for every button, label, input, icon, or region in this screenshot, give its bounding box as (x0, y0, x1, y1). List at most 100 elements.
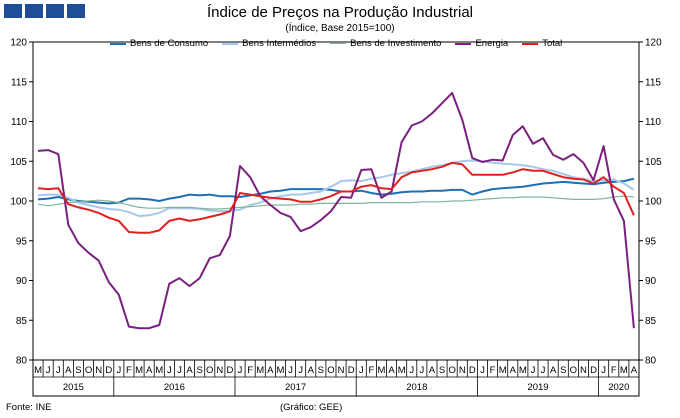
month-label: N (95, 365, 102, 376)
year-label: 2020 (608, 382, 629, 393)
y-tick-label-right: 105 (645, 157, 662, 168)
month-label: S (318, 365, 324, 376)
y-tick-label-left: 110 (11, 117, 27, 128)
y-tick-label-right: 85 (645, 316, 657, 327)
month-label: F (368, 365, 374, 376)
month-label: J (167, 365, 172, 376)
month-label: N (580, 365, 587, 376)
month-label: D (590, 365, 597, 376)
month-label: A (510, 365, 517, 376)
month-label: D (105, 365, 112, 376)
month-label: J (409, 365, 414, 376)
month-label: J (298, 365, 303, 376)
legend-swatch (330, 43, 347, 44)
month-label: N (338, 365, 345, 376)
month-label: A (631, 365, 638, 376)
y-tick-label-left: 80 (16, 356, 28, 367)
month-label: M (256, 365, 264, 376)
month-label: M (398, 365, 406, 376)
month-label: J (531, 365, 536, 376)
y-tick-label-left: 90 (16, 276, 28, 287)
y-tick-label-left: 100 (10, 197, 27, 208)
month-label: A (186, 365, 193, 376)
legend-swatch (522, 42, 539, 45)
month-label: S (439, 365, 445, 376)
legend-entry: Energia (455, 38, 508, 49)
month-label: A (388, 365, 395, 376)
ine-logo (4, 4, 85, 18)
month-label: M (377, 365, 385, 376)
month-label: O (85, 365, 92, 376)
y-tick-label-right: 95 (645, 236, 657, 247)
y-tick-label-left: 95 (16, 236, 28, 247)
y-tick-label-right: 90 (645, 276, 657, 287)
month-label: M (519, 365, 527, 376)
month-label: S (196, 365, 202, 376)
month-label: S (75, 365, 81, 376)
series-line-energia (37, 91, 635, 330)
series-line-bens-intermedios (37, 159, 635, 218)
y-tick-label-left: 105 (10, 157, 27, 168)
legend-label: Bens de Consumo (130, 38, 209, 49)
month-label: D (348, 365, 355, 376)
graph-credit: (Gráfico: GEE) (280, 402, 343, 413)
y-tick-label-right: 115 (645, 77, 661, 88)
month-label: O (448, 365, 455, 376)
year-label: 2019 (527, 382, 548, 393)
year-label: 2017 (285, 382, 306, 393)
series-line-total (37, 161, 635, 234)
month-label: F (611, 365, 617, 376)
month-label: J (46, 365, 51, 376)
month-label: A (308, 365, 315, 376)
month-label: A (267, 365, 274, 376)
month-label: J (116, 365, 121, 376)
y-tick-label-left: 115 (11, 77, 27, 88)
month-label: M (155, 365, 163, 376)
month-label: M (34, 365, 42, 376)
year-label: 2015 (63, 382, 84, 393)
y-tick-label-right: 120 (645, 38, 662, 49)
legend-label: Total (542, 38, 563, 49)
legend-entry: Bens de Investimento (330, 38, 441, 49)
month-label: A (550, 365, 557, 376)
y-tick-label-left: 85 (16, 316, 28, 327)
month-label: M (276, 365, 284, 376)
legend: Bens de Consumo Bens Intermédios Bens de I… (110, 38, 562, 49)
month-label: J (419, 365, 424, 376)
legend-entry: Bens Intermédios (222, 38, 316, 49)
month-label: J (480, 365, 485, 376)
y-tick-label-right: 80 (645, 356, 657, 367)
year-label: 2016 (164, 382, 185, 393)
month-label: J (238, 365, 243, 376)
month-label: N (459, 365, 466, 376)
month-label: J (601, 365, 606, 376)
month-label: M (499, 365, 507, 376)
legend-swatch (222, 42, 239, 45)
month-label: A (146, 365, 153, 376)
y-tick-label-right: 100 (645, 197, 662, 208)
month-label: F (490, 365, 496, 376)
legend-label: Bens de Investimento (350, 38, 442, 49)
month-label: M (620, 365, 628, 376)
month-label: M (135, 365, 143, 376)
y-tick-label-right: 110 (645, 117, 661, 128)
legend-entry: Total (522, 38, 562, 49)
month-label: O (570, 365, 577, 376)
plot-frame (32, 41, 640, 397)
month-label: J (359, 365, 364, 376)
month-label: J (541, 365, 546, 376)
month-label: F (126, 365, 132, 376)
month-label: D (469, 365, 476, 376)
month-label: O (206, 365, 213, 376)
month-label: A (429, 365, 436, 376)
series-line-bens-de-consumo (37, 177, 635, 205)
legend-swatch (455, 42, 472, 45)
legend-entry: Bens de Consumo (110, 38, 208, 49)
year-label: 2018 (406, 382, 427, 393)
month-label: S (560, 365, 566, 376)
legend-label: Energia (475, 38, 509, 49)
y-tick-label-left: 120 (10, 38, 27, 49)
month-label: F (247, 365, 253, 376)
month-label: N (216, 365, 223, 376)
month-label: A (65, 365, 72, 376)
